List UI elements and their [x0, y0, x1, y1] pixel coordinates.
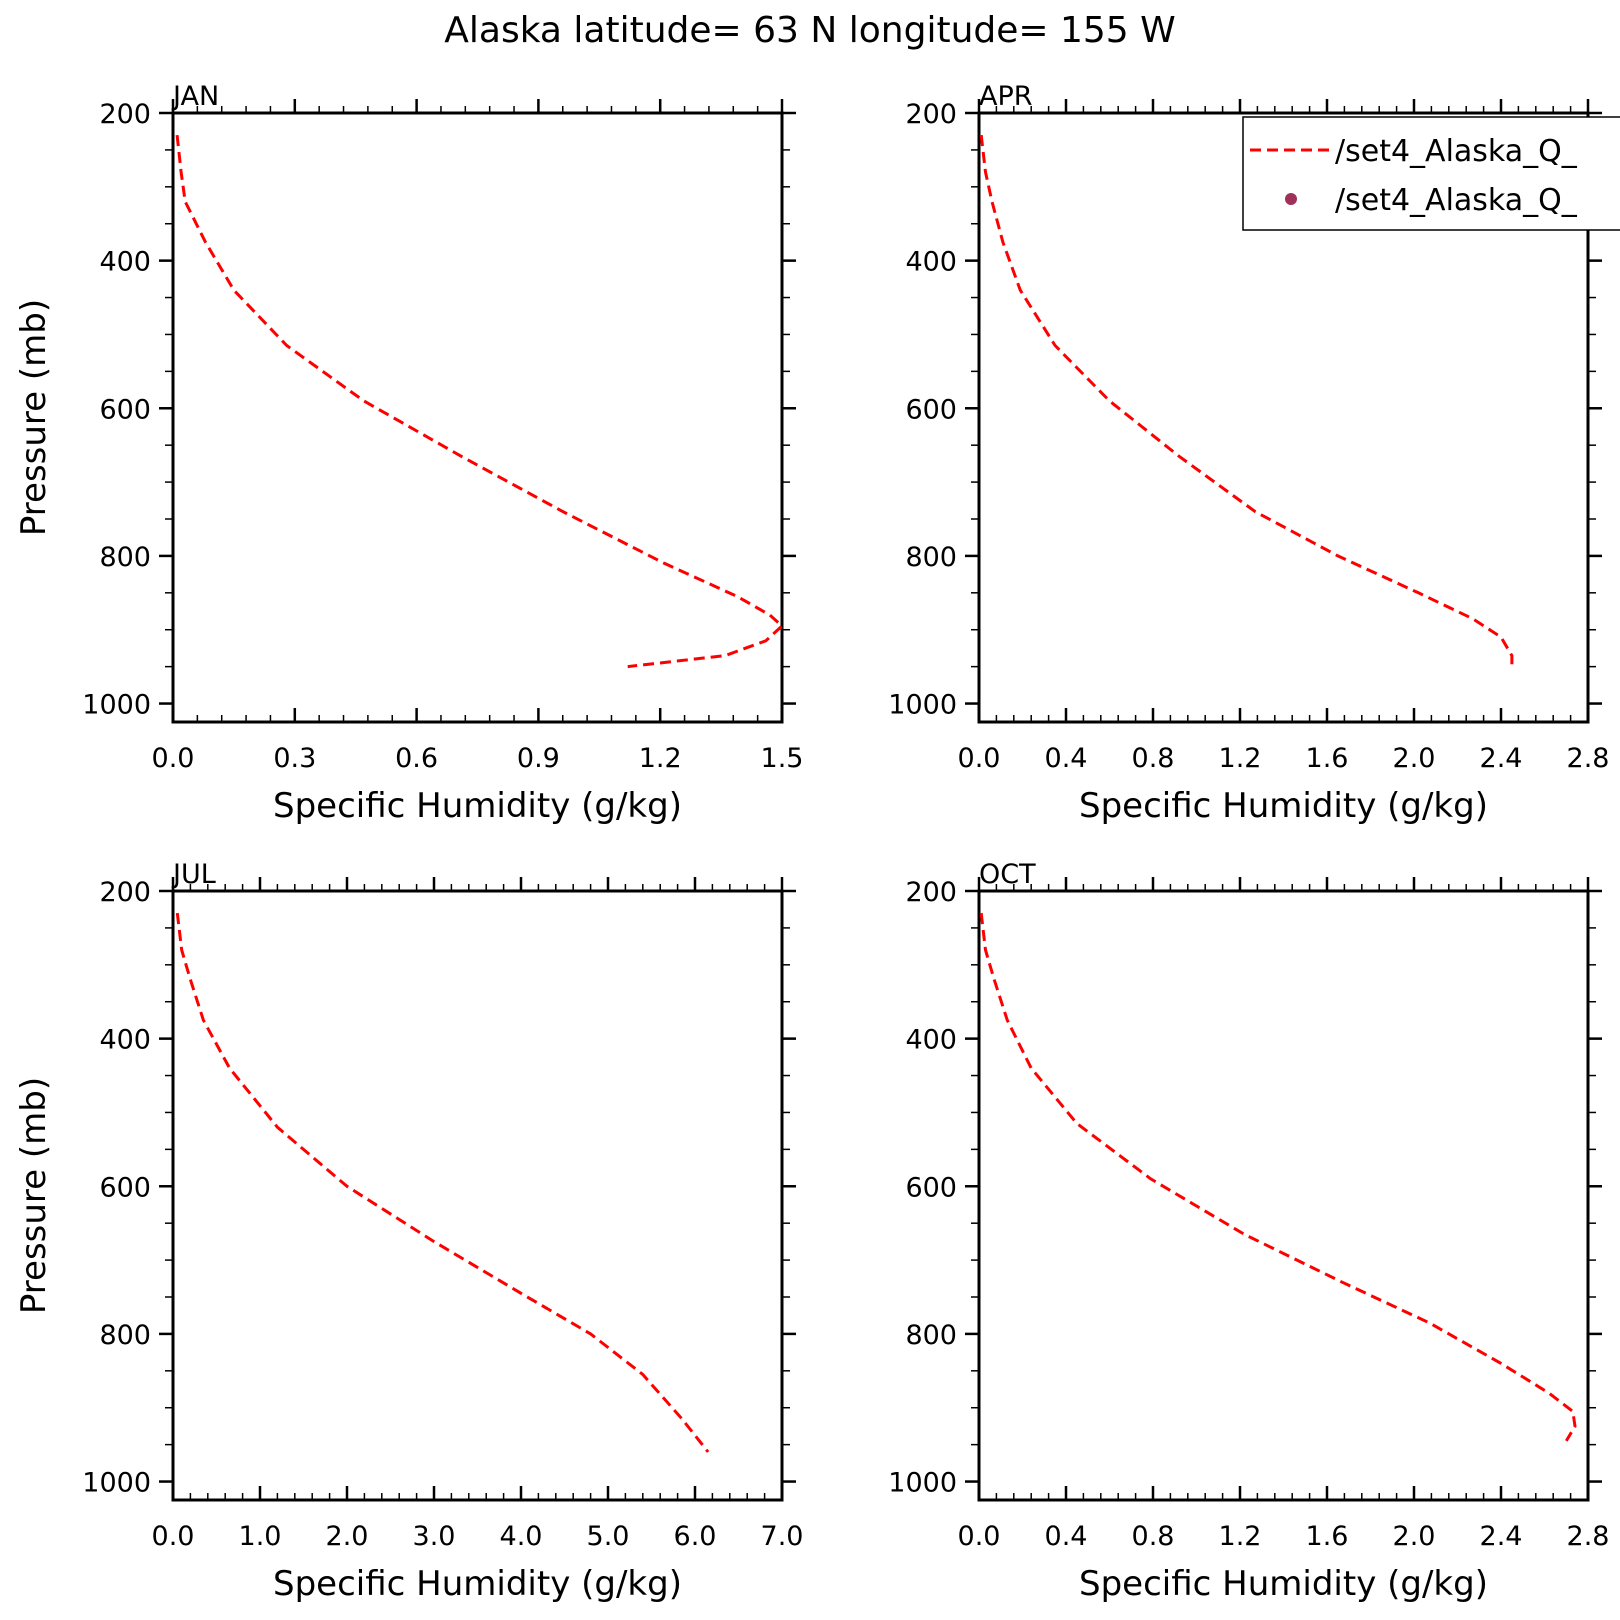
y-tick-label: 400: [905, 247, 957, 278]
x-tick-label: 0.0: [152, 743, 195, 774]
x-tick-label: 0.0: [152, 1521, 195, 1552]
x-tick-label: 1.6: [1306, 743, 1349, 774]
panel-label: OCT: [979, 859, 1036, 890]
plot-frame: [977, 111, 1590, 724]
y-tick-label: 400: [99, 247, 151, 278]
y-axis-title: Pressure (mb): [14, 299, 54, 536]
x-tick-label: 1.6: [1306, 1521, 1349, 1552]
x-tick-label: 1.5: [761, 743, 804, 774]
legend-label: /set4_Alaska_Q_: [1335, 183, 1578, 218]
panels: JAN 0.0 0.3 0.6 0.9 1.2 1.5 200 400 600 800 1000 Spe…: [14, 81, 1620, 1604]
y-tick-label: 600: [99, 394, 151, 425]
x-tick-label: 0.9: [517, 743, 560, 774]
x-tick-label: 0.0: [958, 1521, 1001, 1552]
y-axis-title: Pressure (mb): [14, 1077, 54, 1314]
x-tick-label: 0.4: [1045, 1521, 1088, 1552]
x-tick-label: 0.8: [1132, 1521, 1175, 1552]
x-tick-label: 7.0: [761, 1521, 804, 1552]
panel-label: JAN: [171, 81, 219, 112]
y-tick-label: 1000: [82, 690, 151, 721]
x-tick-label: 1.2: [1219, 1521, 1262, 1552]
y-tick-label: 600: [905, 1172, 957, 1203]
x-tick-label: 0.0: [958, 743, 1001, 774]
x-tick-label: 2.8: [1567, 743, 1610, 774]
legend-label: /set4_Alaska_Q_: [1335, 134, 1578, 169]
series-line-oct: [979, 912, 1577, 1442]
panel-oct: OCT 0.0 0.4 0.8 1.2 1.6 2.0 2.4 2.8 200 400 600 800 1…: [888, 859, 1609, 1604]
y-tick-label: 800: [99, 1320, 151, 1351]
y-tick-label: 1000: [82, 1468, 151, 1499]
x-tick-label: 2.4: [1480, 743, 1523, 774]
plot-frame: [171, 111, 784, 724]
x-tick-label: 6.0: [674, 1521, 717, 1552]
legend-box: [1242, 116, 1620, 231]
x-axis-title: Specific Humidity (g/kg): [1079, 1564, 1488, 1604]
y-tick-label: 400: [99, 1025, 151, 1056]
series-line-jul: [175, 912, 710, 1453]
y-tick-label: 600: [99, 1172, 151, 1203]
plot-frame: [171, 889, 784, 1502]
x-tick-label: 1.2: [639, 743, 682, 774]
x-tick-label: 2.4: [1480, 1521, 1523, 1552]
x-tick-label: 3.0: [413, 1521, 456, 1552]
x-tick-label: 2.0: [1393, 1521, 1436, 1552]
x-tick-label: 5.0: [587, 1521, 630, 1552]
y-tick-label: 200: [905, 877, 957, 908]
x-axis-title: Specific Humidity (g/kg): [273, 786, 682, 826]
legend: /set4_Alaska_Q_ /set4_Alaska_Q_: [1242, 116, 1620, 231]
y-tick-label: 600: [905, 394, 957, 425]
series-line-jan: [175, 134, 785, 669]
x-tick-label: 0.8: [1132, 743, 1175, 774]
x-tick-label: 0.6: [395, 743, 438, 774]
x-tick-label: 2.8: [1567, 1521, 1610, 1552]
series-line-apr: [979, 134, 1514, 671]
x-tick-label: 2.0: [1393, 743, 1436, 774]
y-tick-label: 1000: [888, 690, 957, 721]
legend-swatch-marker: [1285, 193, 1297, 205]
y-tick-label: 800: [905, 1320, 957, 1351]
panel-jul: JUL 0.0 1.0 2.0 3.0 4.0 5.0 6.0 7.0 200 400 600 800 1…: [14, 859, 803, 1604]
x-tick-label: 1.2: [1219, 743, 1262, 774]
figure-title: Alaska latitude= 63 N longitude= 155 W: [444, 10, 1176, 51]
x-tick-label: 0.4: [1045, 743, 1088, 774]
panel-label: APR: [979, 81, 1033, 112]
x-axis-title: Specific Humidity (g/kg): [1079, 786, 1488, 826]
x-tick-label: 0.3: [273, 743, 316, 774]
y-tick-label: 1000: [888, 1468, 957, 1499]
y-tick-label: 800: [905, 542, 957, 573]
y-tick-label: 800: [99, 542, 151, 573]
y-tick-label: 200: [99, 99, 151, 130]
x-axis-title: Specific Humidity (g/kg): [273, 1564, 682, 1604]
panel-jan: JAN 0.0 0.3 0.6 0.9 1.2 1.5 200 400 600 800 1000 Spe…: [14, 81, 803, 826]
panel-label: JUL: [171, 859, 216, 890]
y-tick-label: 200: [905, 99, 957, 130]
x-tick-label: 4.0: [500, 1521, 543, 1552]
plot-frame: [977, 889, 1590, 1502]
x-tick-label: 2.0: [326, 1521, 369, 1552]
y-tick-label: 400: [905, 1025, 957, 1056]
y-tick-label: 200: [99, 877, 151, 908]
panel-apr: APR 0.0 0.4 0.8 1.2 1.6 2.0 2.4 2.8 200 400 600 800 1…: [888, 81, 1609, 826]
x-tick-label: 1.0: [239, 1521, 282, 1552]
